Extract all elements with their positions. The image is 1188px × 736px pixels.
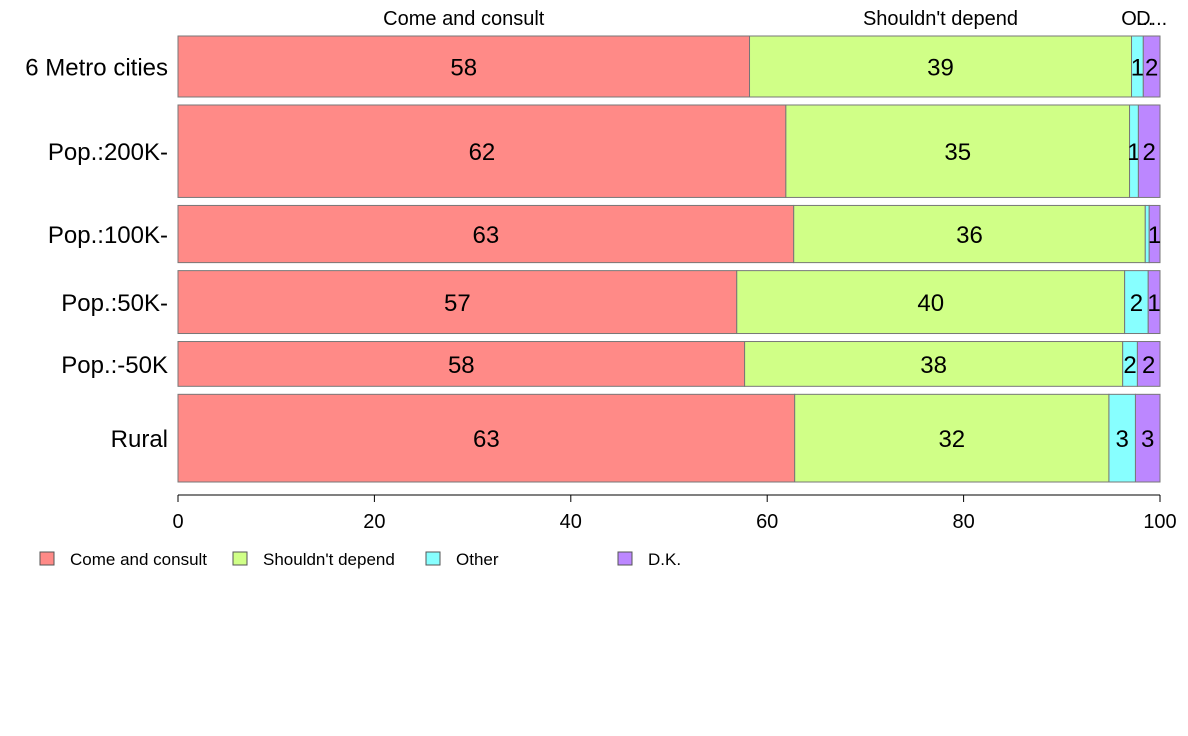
x-tick-label-3: 60 [756, 511, 778, 533]
value-label-0-3: 2 [1145, 54, 1158, 81]
value-label-5-2: 3 [1116, 426, 1129, 453]
bar-segment-3-1 [736, 270, 1126, 335]
value-label-4-2: 2 [1123, 352, 1136, 379]
bar-segment-5-2 [1108, 393, 1136, 483]
value-label-3-0: 57 [444, 290, 471, 317]
top-label-2: O... [1121, 8, 1153, 30]
x-tick-label-0: 0 [172, 511, 183, 533]
value-label-0-1: 39 [927, 54, 954, 81]
bar-segment-2-0 [177, 204, 795, 264]
x-tick-label-2: 40 [560, 511, 582, 533]
category-label-4: Pop.:-50K [61, 352, 168, 379]
bar-segment-2-3 [1148, 204, 1161, 264]
bar-segment-5-1 [794, 393, 1110, 483]
value-label-1-1: 35 [944, 139, 971, 166]
top-label-3: D... [1136, 8, 1167, 30]
value-label-4-1: 38 [920, 352, 947, 379]
value-label-2-3: 1 [1148, 222, 1161, 249]
category-label-0: 6 Metro cities [25, 54, 168, 81]
legend-swatch-3 [617, 551, 633, 566]
category-label-5: Rural [111, 426, 168, 453]
bar-segment-0-1 [749, 35, 1133, 98]
x-tick-label-1: 20 [363, 511, 385, 533]
bar-segment-1-3 [1137, 104, 1161, 198]
top-label-1: Shouldn't depend [863, 8, 1018, 30]
legend-label-3: D.K. [648, 550, 681, 569]
value-label-4-0: 58 [448, 352, 475, 379]
value-label-2-1: 36 [956, 222, 983, 249]
value-label-5-0: 63 [473, 426, 500, 453]
bar-segment-3-3 [1147, 270, 1161, 335]
bar-segment-3-0 [177, 270, 738, 335]
bar-segment-4-3 [1136, 341, 1161, 387]
value-label-3-2: 2 [1130, 290, 1143, 317]
bar-segment-4-0 [177, 341, 746, 387]
value-label-5-1: 32 [938, 426, 965, 453]
value-label-3-3: 1 [1147, 290, 1160, 317]
legend-swatch-1 [232, 551, 248, 566]
value-label-4-3: 2 [1142, 352, 1155, 379]
legend-swatch-2 [425, 551, 441, 566]
x-tick-label-5: 100 [1143, 511, 1176, 533]
legend-label-0: Come and consult [70, 550, 207, 569]
category-label-3: Pop.:50K- [61, 290, 168, 317]
value-label-2-0: 63 [473, 222, 500, 249]
legend-label-1: Shouldn't depend [263, 550, 395, 569]
category-label-1: Pop.:200K- [48, 139, 168, 166]
top-label-0: Come and consult [383, 8, 545, 30]
value-label-0-2: 1 [1131, 54, 1144, 81]
category-label-2: Pop.:100K- [48, 222, 168, 249]
bar-segment-5-0 [177, 393, 796, 483]
legend-swatch-0 [39, 551, 55, 566]
value-label-5-3: 3 [1141, 426, 1154, 453]
value-label-1-0: 62 [469, 139, 496, 166]
value-label-1-2: 1 [1127, 139, 1140, 166]
x-tick-label-4: 80 [952, 511, 974, 533]
value-label-0-0: 58 [450, 54, 477, 81]
bar-segment-4-1 [744, 341, 1124, 387]
legend-label-2: Other [456, 550, 499, 569]
value-label-1-3: 2 [1143, 139, 1156, 166]
bar-segment-0-3 [1142, 35, 1161, 98]
value-label-3-1: 40 [917, 290, 944, 317]
bar-segment-5-3 [1134, 393, 1161, 483]
bar-segment-1-0 [177, 104, 787, 198]
